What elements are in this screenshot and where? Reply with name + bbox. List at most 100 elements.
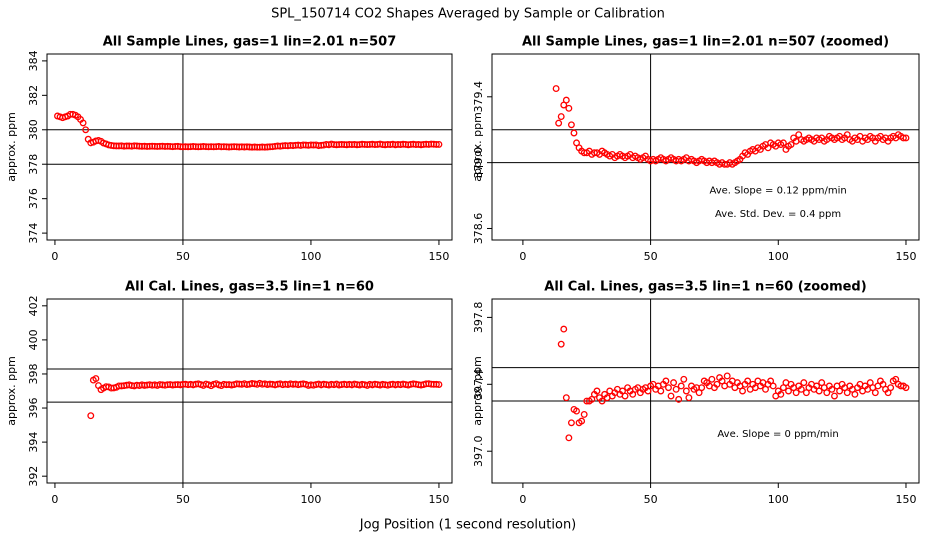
point [871,389,879,397]
y-tick-label: 379.0 [472,147,485,179]
y-axis-label: approx. ppm [471,356,484,426]
y-tick-label: 379.4 [472,81,485,113]
point [657,387,665,395]
point [769,382,777,390]
y-tick-label: 382 [27,85,40,106]
x-tick-label: 150 [895,250,916,263]
point [675,395,683,403]
point [815,387,823,395]
panel-title: All Cal. Lines, gas=3.5 lin=1 n=60 (zoom… [544,280,866,295]
y-tick-label: 378.6 [472,213,485,245]
point [570,129,578,137]
point [828,385,836,393]
plot-frame [46,53,453,241]
y-tick-label: 400 [27,329,40,350]
x-tick-label: 50 [176,250,190,263]
x-tick-label: 50 [644,250,658,263]
point [621,392,629,400]
point [851,390,859,398]
point [899,134,907,142]
y-tick-label: 397.8 [472,302,485,334]
panel-title: All Sample Lines, gas=1 lin=2.01 n=507 [103,35,397,50]
panel: All Cal. Lines, gas=3.5 lin=1 n=60 (zoom… [471,280,920,506]
annotation: Ave. Slope = 0.12 ppm/min [709,186,846,197]
x-axis-label: Jog Position (1 second resolution) [359,518,577,533]
y-tick-label: 380 [27,119,40,140]
x-tick-label: 100 [300,493,321,506]
point [665,384,672,392]
point [698,384,706,392]
point [713,380,721,388]
x-tick-label: 100 [768,493,789,506]
point [565,104,573,112]
point [797,385,805,393]
point [82,126,90,134]
y-tick-label: 384 [27,50,40,71]
x-tick-label: 150 [895,493,916,506]
plot-area [492,54,919,240]
y-tick-label: 397.4 [472,369,485,401]
point [785,387,792,395]
plot-area [47,54,452,240]
point [432,140,440,148]
y-axis-label: approx. ppm [5,356,18,426]
point [562,394,570,402]
point [831,392,838,400]
x-tick-label: 0 [51,250,58,263]
y-tick-label: 402 [27,295,40,316]
point [562,96,570,104]
point [670,379,678,387]
point [578,417,586,425]
point [843,389,851,397]
point [836,387,844,395]
point [555,119,563,127]
point [662,377,670,385]
point [800,379,808,387]
point [682,387,690,395]
point [87,412,95,420]
point [557,113,565,120]
point [708,375,716,383]
point [787,141,795,148]
point [79,119,87,127]
plot-frame [46,298,453,484]
x-tick-label: 150 [428,250,449,263]
point [744,377,752,385]
annotation: Ave. Slope = 0 ppm/min [717,429,838,440]
point [598,397,606,405]
point [672,385,680,393]
point [580,410,588,418]
point [723,372,731,380]
annotation: Ave. Std. Dev. = 0.4 ppm [715,209,841,220]
point [593,387,601,395]
y-tick-label: 392 [27,466,40,487]
point [557,340,565,348]
point [552,85,560,93]
point [680,375,688,383]
point [567,419,575,427]
plot-area [492,299,919,483]
point [777,390,785,398]
point [92,375,100,383]
panel: All Sample Lines, gas=1 lin=2.01 n=507 (… [471,35,920,263]
point [560,325,568,333]
x-tick-label: 100 [300,250,321,263]
y-axis-label: approx. ppm [471,112,484,182]
plot-frame [491,53,920,241]
y-tick-label: 394 [27,432,40,453]
point [435,381,443,388]
x-tick-label: 0 [519,493,526,506]
y-tick-label: 396 [27,398,40,419]
point [667,392,675,400]
x-tick-label: 100 [768,250,789,263]
y-tick-label: 397.0 [472,435,485,467]
panel-title: All Sample Lines, gas=1 lin=2.01 n=507 (… [522,35,889,50]
x-tick-label: 150 [428,493,449,506]
point [677,382,685,390]
point [887,384,895,392]
point [432,380,440,388]
point [779,139,787,147]
y-tick-label: 378 [27,154,40,175]
